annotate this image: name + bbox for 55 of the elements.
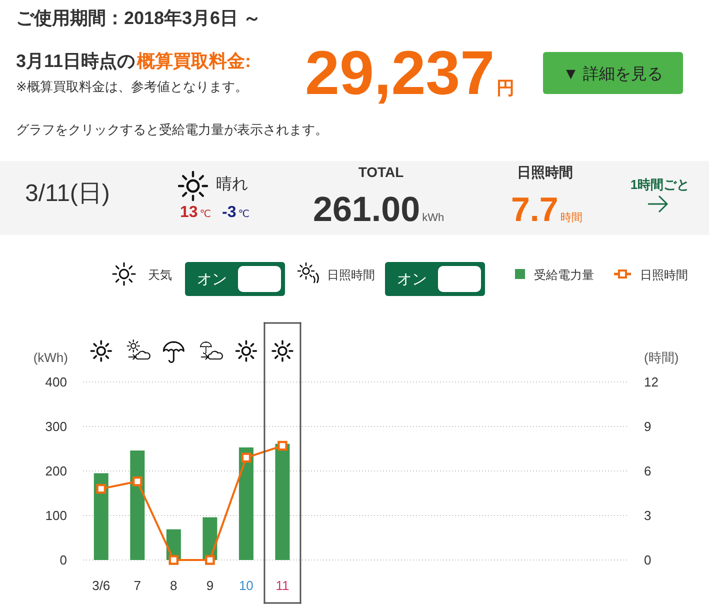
bar xyxy=(94,473,108,560)
y-tick-label: 0 xyxy=(60,552,67,568)
bar xyxy=(275,444,290,560)
x-tick-label: 7 xyxy=(134,578,142,593)
point xyxy=(132,476,142,486)
bar xyxy=(130,450,145,560)
text: 時間 xyxy=(560,211,582,224)
text: 1時間ごと xyxy=(630,177,690,192)
y-axis-title: (kWh) xyxy=(33,350,68,365)
text: ※概算買取料金は、参考値となります。 xyxy=(16,79,248,94)
y2-axis-title: (時間) xyxy=(644,350,679,365)
text: ご使用期間：2018年3月6日 ～ xyxy=(16,8,262,28)
text: 7.7 xyxy=(511,191,558,229)
point xyxy=(168,555,179,565)
point xyxy=(205,555,215,565)
text: 概算買取料金: xyxy=(136,51,252,71)
y-tick-label: 200 xyxy=(45,464,67,479)
y2-tick-label: 12 xyxy=(644,374,658,390)
text: 日照時間 xyxy=(517,164,573,180)
text: kWh xyxy=(422,212,444,224)
text: 3/11(日) xyxy=(25,180,110,207)
point xyxy=(278,440,288,451)
x-tick-label: 10 xyxy=(238,578,254,593)
y2-tick-label: 0 xyxy=(644,552,652,568)
text: TOTAL xyxy=(358,164,404,180)
text: ▼ 詳細を見る xyxy=(562,65,664,83)
text: 261.00 xyxy=(313,190,420,229)
y2-tick-label: 3 xyxy=(644,508,652,524)
y-tick-label: 100 xyxy=(45,508,67,524)
point xyxy=(241,452,252,463)
x-tick-label: 11 xyxy=(276,578,290,593)
text: ℃ xyxy=(238,209,250,220)
y-tick-label: 300 xyxy=(45,419,67,434)
text: 3月11日時点の xyxy=(16,51,136,71)
text: 29,237 xyxy=(305,39,495,108)
legend-label: 日照時間 xyxy=(640,268,688,282)
toggle-switch: オン xyxy=(385,262,485,296)
x-tick-label: 3/6 xyxy=(92,578,110,593)
point xyxy=(96,484,106,494)
text: 天気 xyxy=(148,268,172,282)
y2-tick-label: 9 xyxy=(644,419,652,434)
text: 13 xyxy=(180,204,198,221)
y-tick-label: 400 xyxy=(45,374,67,390)
legend-label: 受給電力量 xyxy=(534,268,594,282)
text: 円 xyxy=(496,78,515,98)
text: グラフをクリックすると受給電力量が表示されます。 xyxy=(16,122,328,137)
y2-tick-label: 6 xyxy=(644,464,652,479)
text: 日照時間 xyxy=(327,268,375,282)
text: ℃ xyxy=(200,209,212,220)
x-tick-label: 8 xyxy=(170,578,178,593)
x-tick-label: 9 xyxy=(206,578,214,593)
toggle-switch: オン xyxy=(185,262,285,296)
text: 晴れ xyxy=(216,175,248,193)
text: -3 xyxy=(222,204,236,221)
bar xyxy=(238,447,254,560)
